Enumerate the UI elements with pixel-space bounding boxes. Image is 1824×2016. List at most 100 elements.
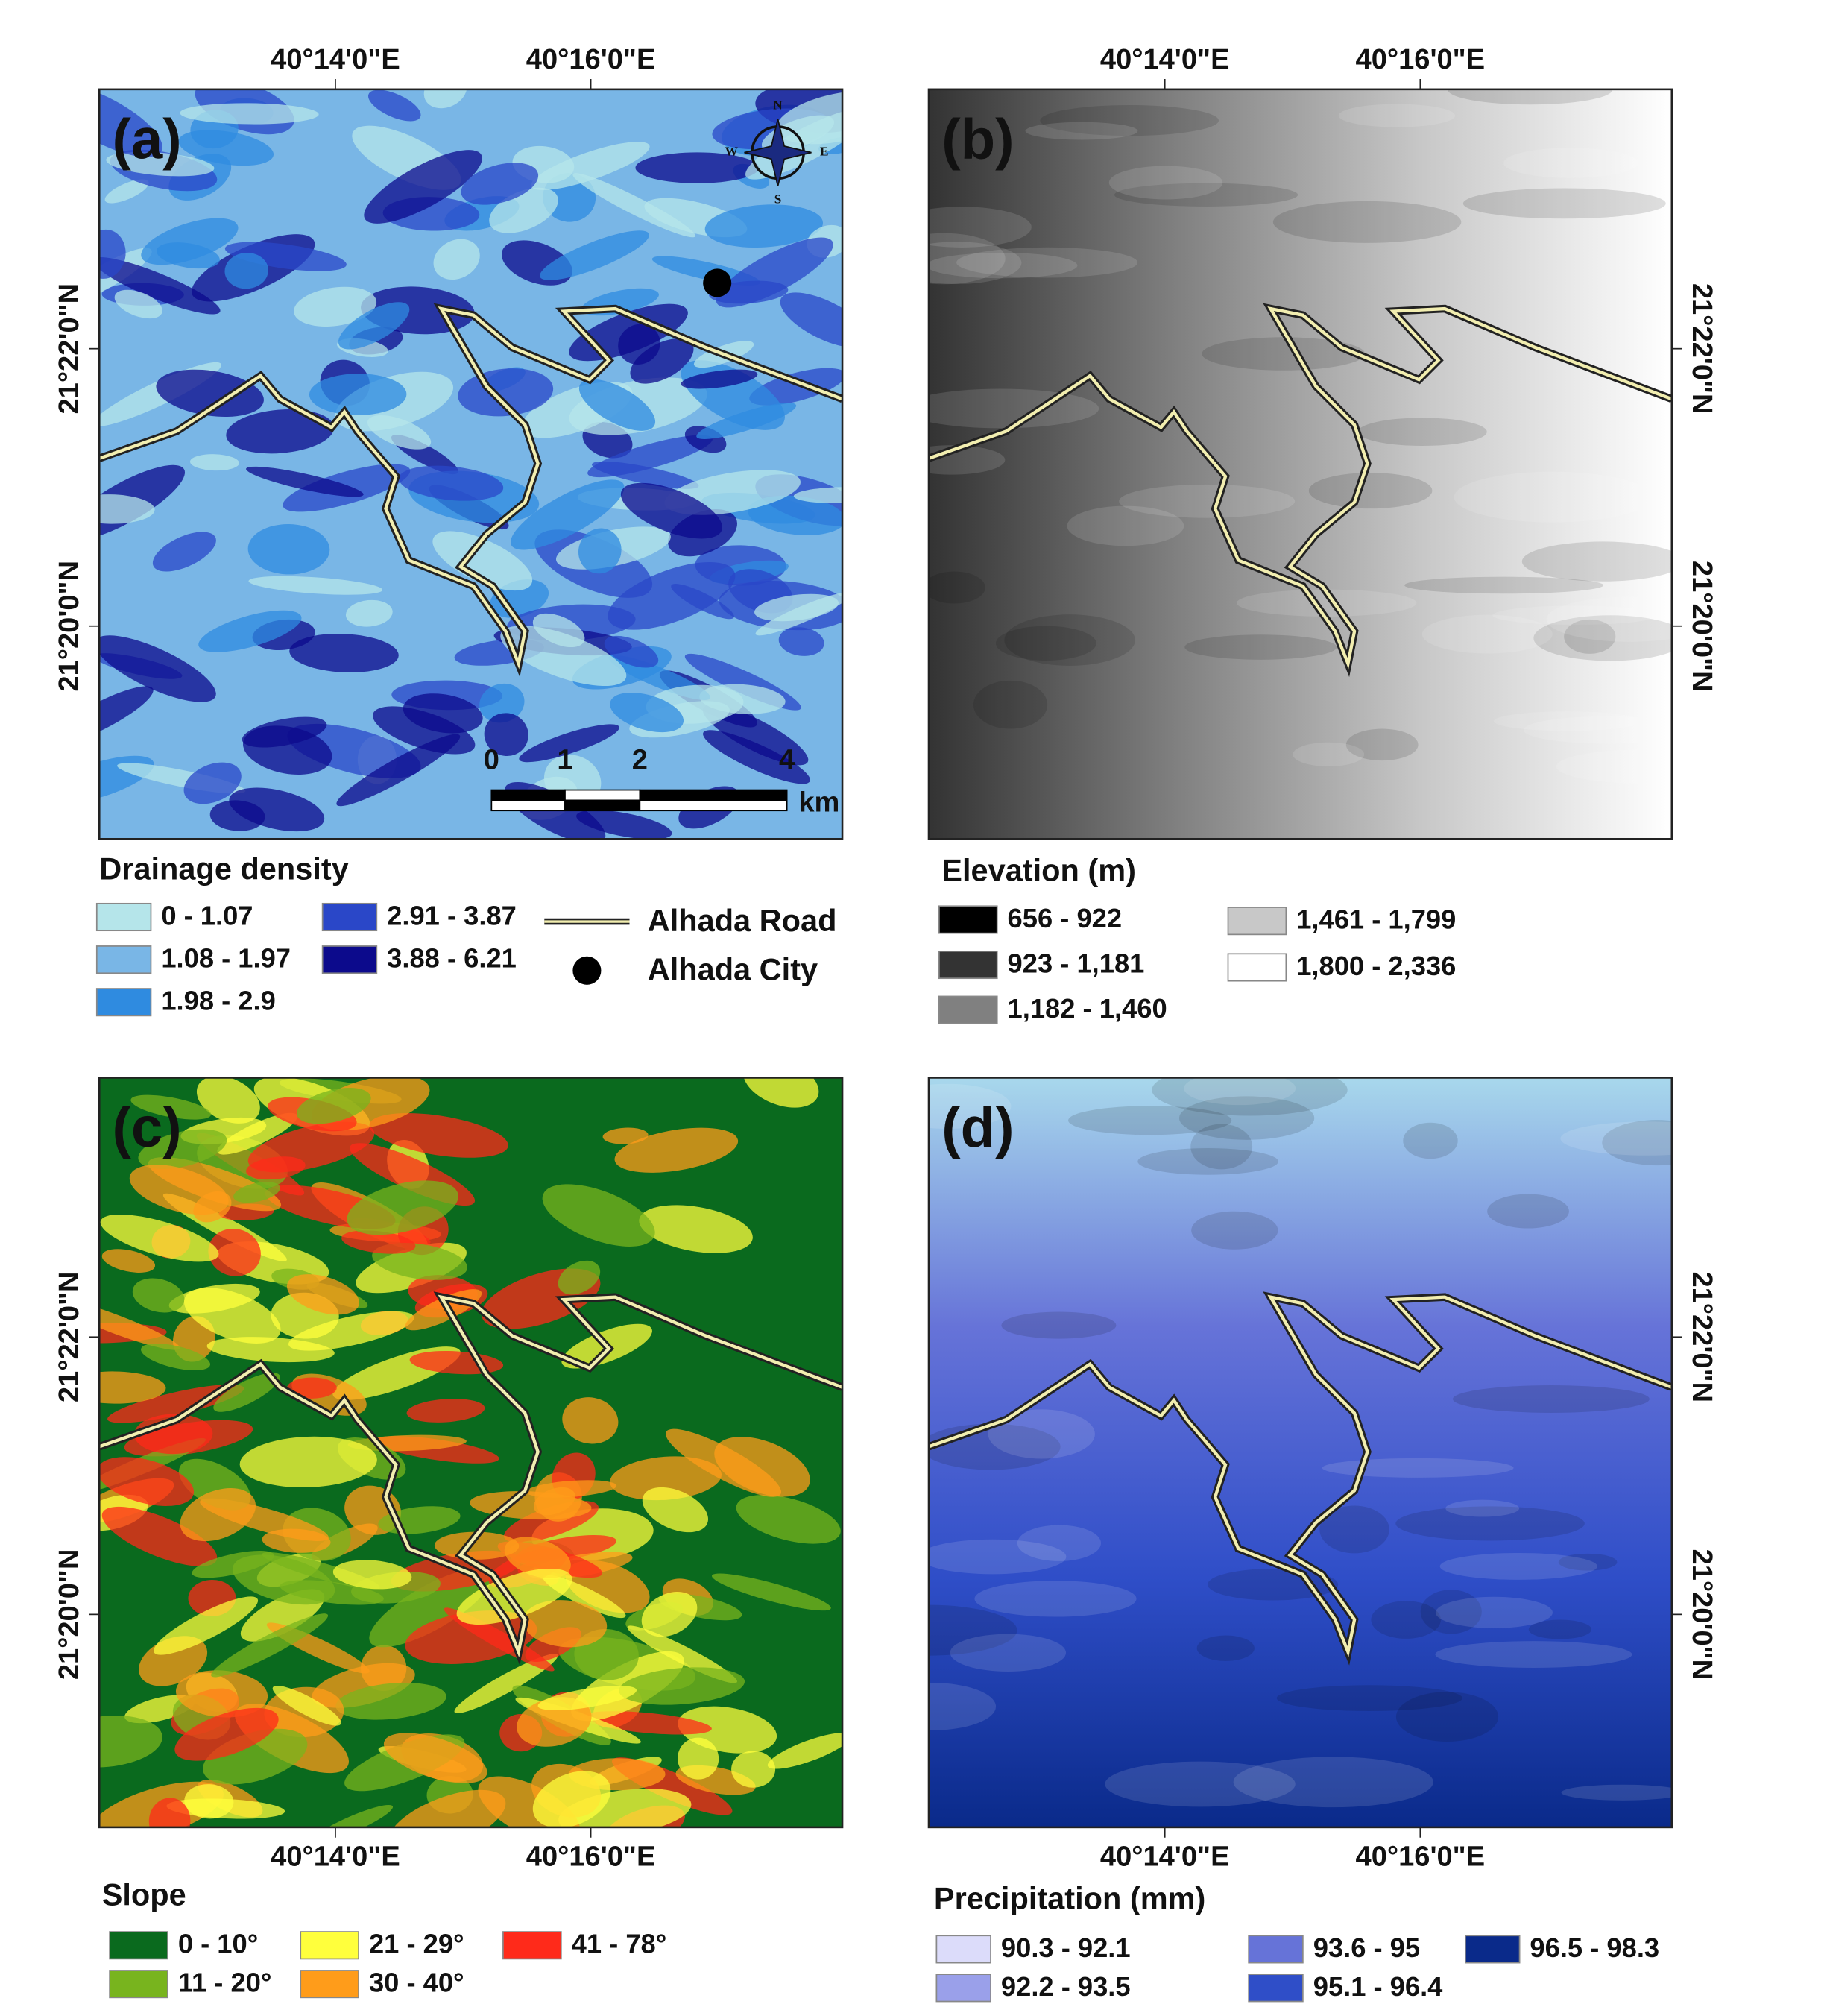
map-patch	[156, 369, 264, 418]
map-patch	[192, 1550, 274, 1578]
map-patch	[347, 1180, 458, 1235]
relief	[1152, 1077, 1348, 1116]
map-patch	[114, 289, 162, 319]
map-panel: (a) 40°14'0"E 40°16'0"E 21°22'0"N 21°20'0"N	[54, 44, 844, 840]
relief	[1452, 1385, 1650, 1413]
map-patch	[99, 1297, 180, 1350]
map-patch	[642, 1487, 709, 1533]
map-patch	[183, 762, 242, 804]
scale-label: 0	[484, 745, 499, 776]
map-patch	[610, 692, 684, 733]
panel-frame	[98, 88, 844, 840]
relief	[1546, 596, 1672, 642]
map-patch	[681, 369, 758, 389]
map-content	[99, 89, 843, 840]
map-patch	[288, 1311, 414, 1351]
map-patch	[309, 374, 407, 415]
relief	[928, 233, 1006, 285]
map-patch	[335, 1683, 446, 1720]
map-patch	[154, 1596, 259, 1655]
legend-swatch	[935, 1974, 991, 2003]
map-patch	[180, 103, 319, 125]
map-patch	[336, 734, 461, 807]
legend-swatch	[321, 902, 378, 932]
relief	[1233, 1757, 1433, 1808]
map-patch	[562, 1397, 619, 1444]
map-patch	[504, 1537, 571, 1578]
compass-letter: W	[725, 145, 739, 159]
city-marker	[703, 268, 732, 297]
road	[928, 1294, 1672, 1658]
lat-label: 21°22'0"N	[1686, 1271, 1717, 1402]
map-content	[928, 1077, 1672, 1827]
relief	[928, 1683, 997, 1730]
compass-letter: N	[773, 98, 783, 112]
map-patch	[99, 1371, 166, 1404]
lon-label: 40°14'0"E	[1100, 44, 1230, 75]
relief	[1435, 1641, 1632, 1668]
map-patch	[99, 686, 154, 746]
map-patch	[703, 730, 810, 784]
map-patch	[198, 610, 302, 652]
legend-swatch	[1227, 907, 1287, 936]
lon-label: 40°16'0"E	[1356, 44, 1486, 75]
map-patch	[484, 713, 528, 757]
map-patch	[148, 1798, 191, 1827]
map-patch	[731, 1751, 776, 1788]
map-patch	[217, 1112, 298, 1155]
legend-swatch	[1227, 953, 1287, 982]
relief	[928, 388, 1099, 429]
panel-label: (c)	[113, 1096, 182, 1159]
map-content	[99, 1077, 843, 1827]
map-patch	[224, 242, 347, 271]
legend-label: 11 - 20°	[178, 1968, 272, 1998]
relief	[928, 242, 1022, 285]
legend-label: 1,461 - 1,799	[1296, 904, 1456, 935]
relief	[995, 626, 1096, 661]
relief	[1108, 166, 1223, 200]
map-patch	[99, 635, 216, 702]
relief	[1492, 605, 1659, 625]
map-patch	[641, 1591, 698, 1637]
relief	[1395, 1692, 1499, 1742]
map-patch	[591, 461, 699, 489]
relief	[1025, 122, 1138, 140]
map-patch	[630, 338, 694, 384]
map-patch	[132, 1278, 185, 1313]
relief	[928, 571, 985, 604]
map-patch	[196, 1077, 260, 1124]
map-patch	[610, 1456, 722, 1501]
map-patch	[635, 152, 760, 183]
legend-swatch	[95, 902, 152, 932]
map-patch	[711, 1573, 831, 1611]
legend-swatch	[321, 945, 378, 974]
map-patch	[338, 302, 410, 350]
relief	[1196, 1635, 1255, 1661]
relief	[1439, 1552, 1597, 1580]
legend-swatch	[95, 945, 152, 974]
map-patch	[239, 1436, 377, 1488]
map-patch	[368, 89, 421, 122]
relief	[1276, 1685, 1462, 1712]
map-patch	[130, 1094, 212, 1120]
legend-label: 2.91 - 3.87	[387, 900, 517, 930]
map-patch	[754, 593, 839, 622]
map-patch	[780, 292, 843, 348]
map-content	[928, 89, 1672, 840]
relief	[1561, 1784, 1672, 1801]
map-patch	[246, 466, 364, 497]
relief	[950, 1634, 1067, 1672]
relief	[1178, 1096, 1315, 1140]
legend-swatch	[109, 1970, 168, 1999]
relief	[974, 1581, 1137, 1617]
legend-label: 1.08 - 1.97	[161, 943, 291, 974]
relief	[1067, 505, 1184, 546]
map-patch	[297, 1088, 371, 1124]
map-patch	[433, 239, 480, 280]
map-patch	[542, 1184, 655, 1247]
map-patch	[500, 626, 627, 687]
lat-label: 21°20'0"N	[54, 1549, 85, 1680]
relief	[1017, 1525, 1102, 1561]
relief	[1004, 614, 1135, 666]
